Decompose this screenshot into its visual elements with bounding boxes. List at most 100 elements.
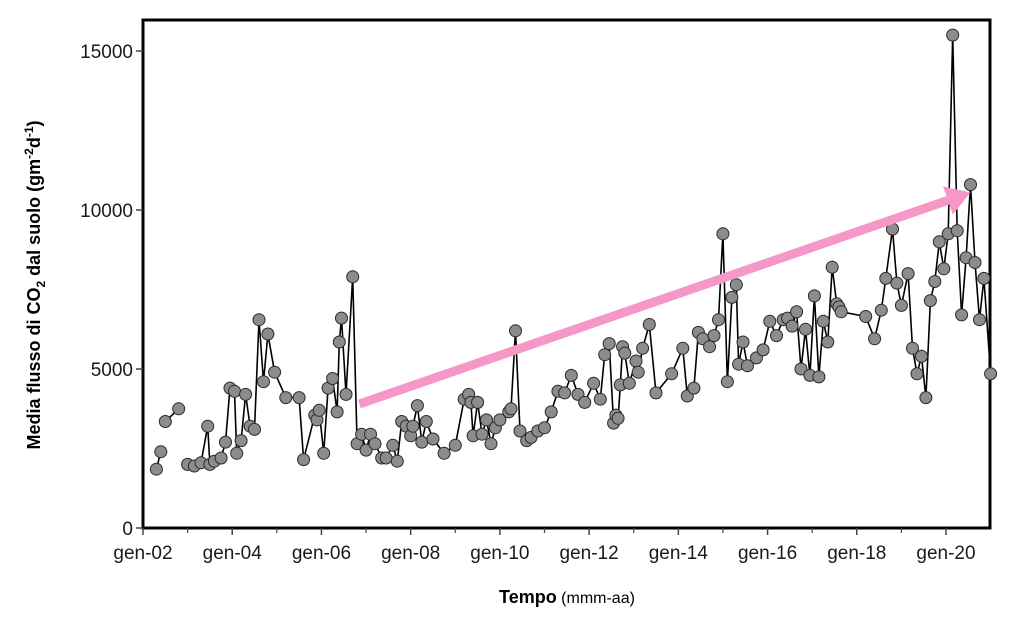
data-point bbox=[703, 340, 717, 354]
data-point bbox=[955, 308, 969, 322]
data-point bbox=[448, 438, 462, 452]
data-point bbox=[950, 224, 964, 238]
data-point bbox=[252, 313, 266, 327]
data-point bbox=[475, 427, 489, 441]
data-point bbox=[825, 260, 839, 274]
data-point bbox=[984, 367, 998, 381]
data-point bbox=[415, 435, 429, 449]
data-point bbox=[297, 453, 311, 467]
data-point bbox=[317, 446, 331, 460]
data-point bbox=[149, 462, 163, 476]
data-point bbox=[201, 419, 215, 433]
data-point bbox=[720, 375, 734, 389]
data-point bbox=[812, 370, 826, 384]
data-point bbox=[915, 349, 928, 363]
data-point bbox=[339, 387, 353, 401]
data-point bbox=[741, 359, 754, 373]
data-point bbox=[807, 289, 821, 303]
data-point bbox=[268, 365, 282, 379]
data-point bbox=[335, 311, 348, 325]
data-point bbox=[736, 335, 750, 349]
trend-arrow-shaft bbox=[357, 196, 950, 409]
data-point bbox=[292, 391, 306, 405]
y-axis-title: Media flusso di CO2 dal suolo (gm-2d-1) bbox=[22, 120, 48, 449]
data-point bbox=[794, 362, 808, 376]
data-point bbox=[602, 337, 616, 351]
data-point bbox=[257, 375, 270, 389]
data-point bbox=[437, 446, 451, 460]
data-point bbox=[230, 446, 244, 460]
data-point bbox=[923, 294, 937, 308]
x-tick-label: gen-02 bbox=[113, 543, 172, 564]
data-point bbox=[763, 314, 777, 328]
data-point bbox=[279, 391, 293, 405]
data-point bbox=[538, 421, 551, 435]
data-point bbox=[712, 313, 725, 327]
plot-frame bbox=[141, 18, 992, 530]
data-point bbox=[932, 235, 946, 249]
data-point bbox=[676, 341, 690, 355]
data-point bbox=[756, 343, 770, 357]
data-point bbox=[928, 275, 942, 288]
y-axis-title-part: 2 bbox=[34, 281, 48, 288]
x-axis-title-main: Tempo bbox=[499, 587, 557, 607]
data-point bbox=[493, 413, 507, 427]
data-point bbox=[631, 365, 645, 379]
x-tick-label: gen-16 bbox=[738, 543, 797, 564]
labels: Media flusso di CO2 dal suolo (gm-2d-1) … bbox=[22, 42, 976, 607]
data-point bbox=[729, 278, 743, 292]
data-point bbox=[821, 335, 835, 349]
data-point bbox=[509, 324, 522, 338]
y-tick-label: 15000 bbox=[80, 42, 133, 63]
data-point bbox=[228, 384, 241, 398]
data-point bbox=[894, 298, 908, 312]
data-point bbox=[330, 405, 344, 419]
data-point bbox=[587, 376, 601, 390]
data-point bbox=[906, 341, 919, 355]
data-point bbox=[558, 386, 572, 400]
data-point bbox=[977, 271, 991, 285]
data-point bbox=[770, 329, 783, 343]
data-point bbox=[504, 402, 518, 416]
data-point bbox=[513, 424, 527, 438]
data-point bbox=[578, 395, 592, 409]
data-point bbox=[390, 454, 404, 468]
data-point bbox=[598, 348, 612, 362]
trend-arrow-head bbox=[943, 186, 971, 215]
data-point bbox=[346, 270, 360, 284]
data-point bbox=[426, 432, 440, 446]
data-point bbox=[716, 227, 730, 241]
data-point bbox=[214, 451, 228, 465]
data-point bbox=[326, 372, 340, 385]
data-point bbox=[406, 419, 420, 433]
data-point bbox=[261, 327, 275, 341]
x-tick-label: gen-18 bbox=[827, 543, 886, 564]
data-point bbox=[901, 267, 915, 281]
data-point bbox=[665, 367, 679, 381]
x-tick-label: gen-12 bbox=[560, 543, 619, 564]
y-axis-title-part: dal suolo (gm bbox=[24, 159, 44, 281]
data-point bbox=[790, 305, 804, 319]
data-point bbox=[154, 445, 168, 459]
y-tick-label: 10000 bbox=[80, 201, 133, 222]
x-tick-label: gen-04 bbox=[203, 543, 263, 564]
data-point bbox=[618, 346, 632, 360]
x-tick-label: gen-10 bbox=[470, 543, 529, 564]
data-point bbox=[564, 368, 578, 382]
data-point bbox=[879, 271, 893, 285]
y-axis-title-part: ) bbox=[24, 120, 44, 126]
annotations bbox=[357, 186, 971, 409]
x-tick-label: gen-06 bbox=[292, 543, 351, 564]
data-point bbox=[636, 341, 650, 355]
data-point bbox=[629, 354, 643, 368]
data-point bbox=[816, 314, 830, 328]
data-point bbox=[834, 305, 848, 319]
data-point bbox=[611, 411, 625, 425]
data-point bbox=[725, 290, 739, 304]
data-point bbox=[419, 415, 433, 428]
data-point bbox=[410, 399, 424, 413]
data-point bbox=[964, 178, 977, 192]
data-point bbox=[642, 318, 656, 331]
x-tick-label: gen-20 bbox=[916, 543, 975, 564]
